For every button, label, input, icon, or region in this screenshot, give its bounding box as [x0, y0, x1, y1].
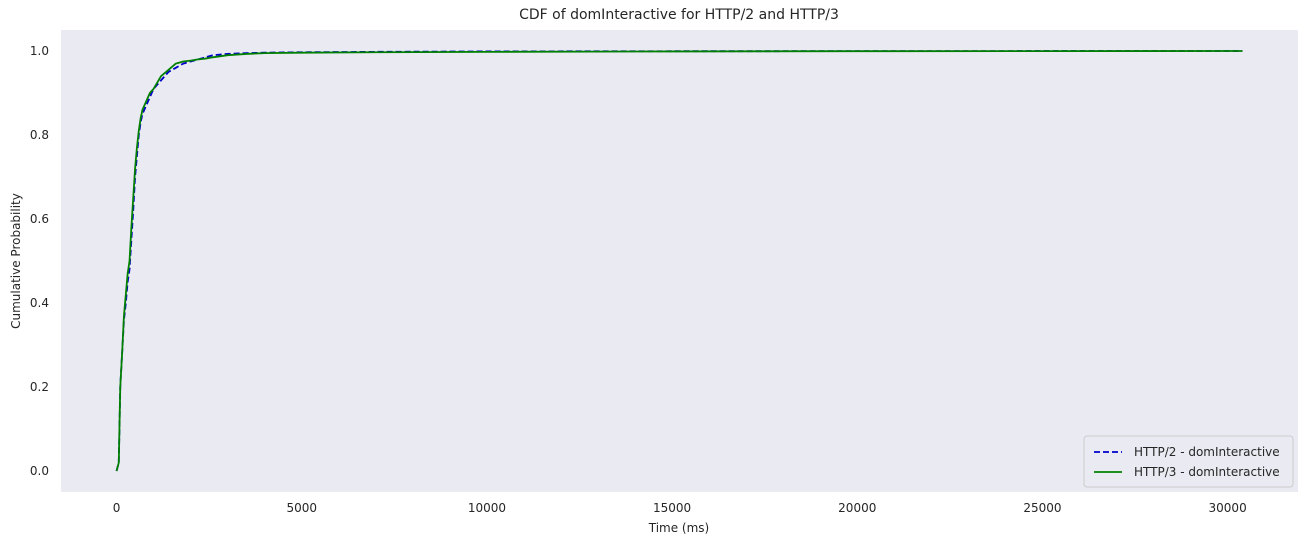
legend-entry-http2: HTTP/2 - domInteractive [1134, 445, 1280, 459]
x-tick-label: 10000 [468, 501, 506, 515]
y-axis-label: Cumulative Probability [9, 193, 23, 329]
y-tick-label: 0.4 [30, 296, 49, 310]
x-tick-label: 20000 [838, 501, 876, 515]
legend: HTTP/2 - domInteractive HTTP/3 - domInte… [1083, 435, 1294, 488]
x-tick-label: 15000 [653, 501, 691, 515]
y-ticks: 0.0 0.2 0.4 0.6 0.8 1.0 [30, 44, 49, 478]
legend-entry-http3: HTTP/3 - domInteractive [1134, 465, 1280, 479]
series-line-http3 [115, 50, 1243, 472]
x-tick-label: 25000 [1023, 501, 1061, 515]
legend-box [1083, 435, 1294, 488]
y-tick-label: 0.8 [30, 128, 49, 142]
y-tick-label: 1.0 [30, 44, 49, 58]
plot-area [61, 30, 1298, 492]
series-line-http2 [115, 50, 1243, 472]
y-tick-label: 0.6 [30, 212, 49, 226]
chart-title: CDF of domInteractive for HTTP/2 and HTT… [519, 7, 839, 23]
series-layer [115, 50, 1243, 472]
y-tick-label: 0.2 [30, 380, 49, 394]
x-tick-label: 30000 [1209, 501, 1247, 515]
x-tick-label: 0 [113, 501, 121, 515]
x-ticks: 0 5000 10000 15000 20000 25000 30000 [113, 501, 1247, 515]
y-tick-label: 0.0 [30, 464, 49, 478]
x-tick-label: 5000 [286, 501, 317, 515]
x-axis-label: Time (ms) [648, 521, 710, 535]
